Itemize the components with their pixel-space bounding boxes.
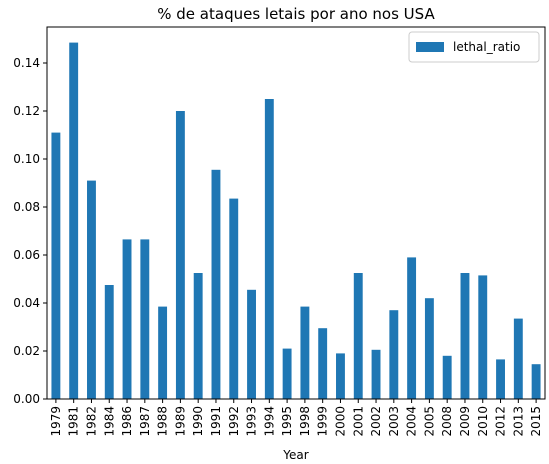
legend-label: lethal_ratio: [453, 40, 520, 54]
legend-swatch: [416, 42, 444, 52]
x-tick-label: 1982: [84, 406, 98, 437]
y-axis-ticks: 0.00 0.02 0.04 0.06 0.08 0.10 0.12 0.14: [13, 56, 47, 406]
x-tick-label: 2009: [458, 406, 472, 437]
x-tick-label: 2003: [387, 406, 401, 437]
x-tick-label: 2001: [351, 406, 365, 437]
bar-1981: [69, 42, 79, 399]
bar-2000: [336, 353, 345, 399]
x-tick-label: 1981: [67, 406, 81, 437]
x-tick-label: 1991: [209, 406, 223, 437]
bar-2010: [478, 275, 488, 399]
axes-frame: [46, 26, 546, 400]
x-tick-label: 1990: [191, 406, 205, 437]
x-axis-ticks: 1979 1981 1982 1984 1986 1987 1988 1989 1990 1991…: [49, 399, 543, 437]
x-axis-label: Year: [282, 448, 308, 462]
bar-1987: [140, 239, 150, 399]
y-tick-label: 0.06: [13, 248, 40, 262]
bar-2013: [513, 318, 523, 399]
y-tick-label: 0.08: [13, 200, 40, 214]
x-tick-label: 1992: [227, 406, 241, 437]
x-tick-label: 1984: [102, 406, 116, 437]
bar-1982: [87, 180, 96, 399]
x-tick-label: 1988: [156, 406, 170, 437]
bar-1994: [264, 99, 274, 399]
chart-title: % de ataques letais por ano nos USA: [157, 5, 435, 23]
x-tick-label: 2013: [511, 406, 525, 437]
x-tick-label: 2002: [369, 406, 383, 437]
y-tick-label: 0.00: [13, 392, 40, 406]
bar-1991: [211, 169, 221, 399]
bar-1992: [229, 198, 239, 399]
bar-2008: [442, 355, 452, 399]
bar-1986: [122, 239, 132, 399]
bar-1989: [175, 111, 185, 399]
bar-2005: [424, 298, 434, 399]
x-tick-label: 2012: [494, 406, 508, 437]
bar-1998: [300, 306, 310, 399]
y-tick-label: 0.04: [13, 296, 40, 310]
x-tick-label: 2000: [333, 406, 347, 437]
bar-2004: [407, 257, 417, 399]
x-tick-label: 1986: [120, 406, 134, 437]
x-tick-label: 1994: [262, 406, 276, 437]
bar-1995: [282, 348, 292, 399]
legend-box: [408, 31, 540, 63]
x-tick-label: 2004: [405, 406, 419, 437]
x-tick-label: 1987: [138, 406, 152, 437]
x-tick-label: 1993: [245, 406, 259, 437]
x-tick-label: 1998: [298, 406, 312, 437]
bar-2002: [371, 349, 381, 399]
bar-2001: [353, 273, 363, 399]
x-tick-label: 1995: [280, 406, 294, 437]
x-tick-label: 1989: [173, 406, 187, 437]
x-tick-label: 2005: [422, 406, 436, 437]
bar-1999: [318, 328, 328, 399]
bar-2009: [460, 273, 470, 399]
bar-2015: [531, 364, 541, 399]
bar-2012: [496, 359, 505, 399]
x-tick-label: 2008: [440, 406, 454, 437]
legend: lethal_ratio: [408, 31, 540, 63]
x-tick-label: 1999: [316, 406, 330, 437]
x-tick-label: 1979: [49, 406, 63, 437]
bar-1993: [247, 289, 256, 399]
bar-2003: [389, 310, 399, 399]
plot-area: [51, 42, 541, 399]
x-tick-label: 2010: [476, 406, 490, 437]
bar-1988: [158, 306, 168, 399]
y-tick-label: 0.12: [13, 104, 40, 118]
bar-1990: [193, 273, 203, 399]
bar-1984: [104, 285, 114, 399]
y-tick-label: 0.14: [13, 56, 40, 70]
y-tick-label: 0.02: [13, 344, 40, 358]
y-tick-label: 0.10: [13, 152, 40, 166]
bar-1979: [51, 132, 61, 399]
x-tick-label: 2015: [529, 406, 543, 437]
